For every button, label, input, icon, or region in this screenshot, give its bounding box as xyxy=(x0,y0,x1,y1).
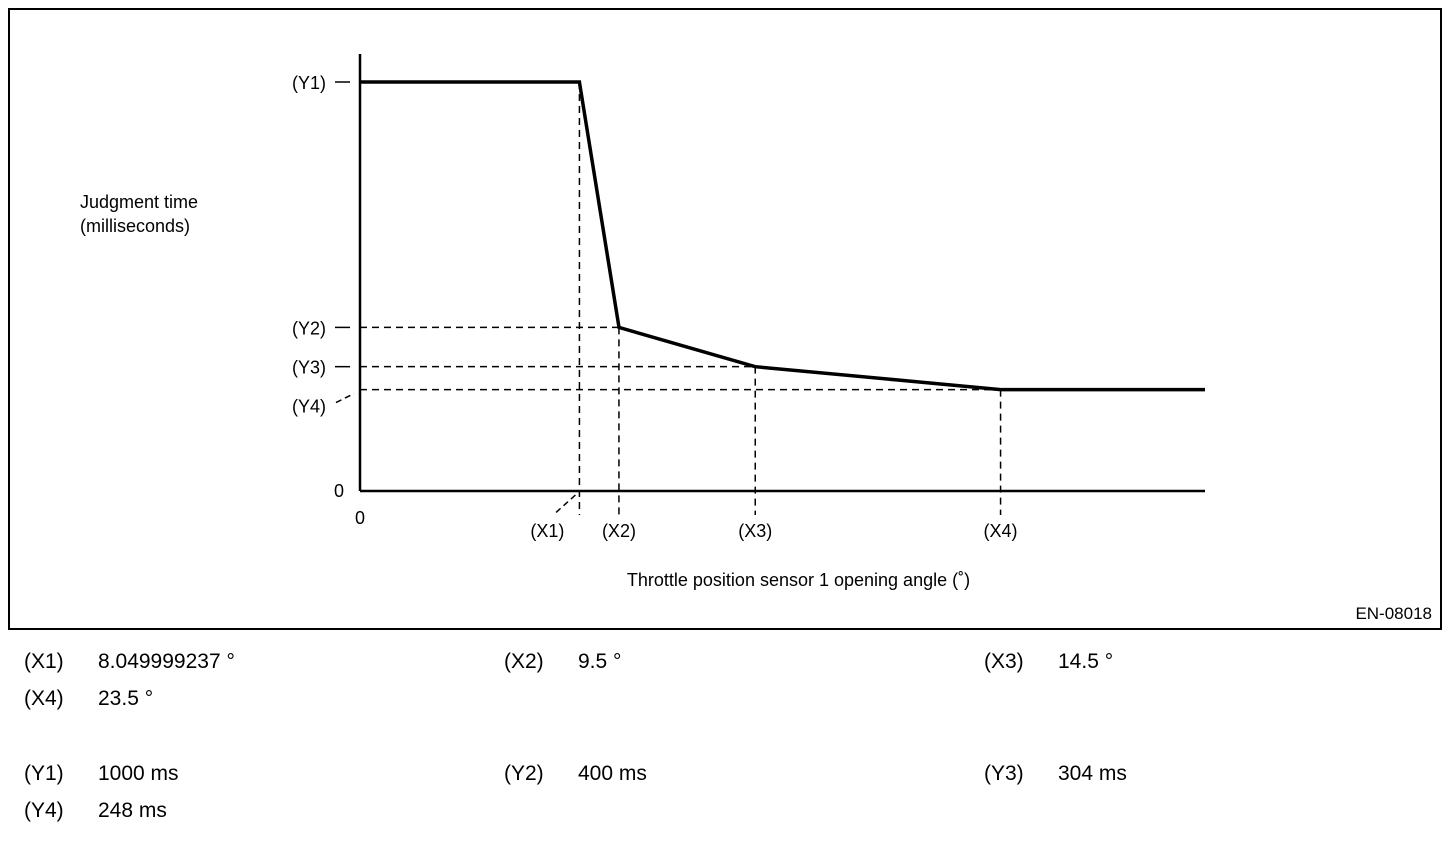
legend-key: (X4) xyxy=(24,687,64,710)
legend-item: (Y3) 304 ms xyxy=(984,762,1127,786)
legend-value: 23.5 ° xyxy=(98,687,154,710)
legend-item: (Y4) 248 ms xyxy=(24,799,167,823)
x-axis-label: Throttle position sensor 1 opening angle… xyxy=(627,570,970,590)
x-origin-label: 0 xyxy=(355,508,365,528)
y-tick-label: (Y3) xyxy=(292,358,326,378)
y-axis-label: Judgment time (milliseconds) xyxy=(80,192,198,236)
legend-item: (Y1) 1000 ms xyxy=(24,762,179,786)
x-tick-label: (X1) xyxy=(530,521,564,541)
x-tick-label: (X2) xyxy=(602,521,636,541)
x-tick-label: (X3) xyxy=(738,521,772,541)
legend-item: (X3) 14.5 ° xyxy=(984,650,1113,674)
y-tick-label: (Y1) xyxy=(292,73,326,93)
legend-key: (X3) xyxy=(984,650,1024,673)
figure-id: EN-08018 xyxy=(1355,604,1432,623)
legend-item: (X2) 9.5 ° xyxy=(504,650,621,674)
x-tick-leader xyxy=(554,494,576,514)
y-tick-label: (Y2) xyxy=(292,318,326,338)
chart-plot: Judgment time (milliseconds) Throttle posi… xyxy=(80,54,1205,590)
legend-item: (X1) 8.049999237 ° xyxy=(24,650,235,674)
legend-value: 1000 ms xyxy=(98,762,179,785)
legend-value: 400 ms xyxy=(578,762,647,785)
legend-key: (Y3) xyxy=(984,762,1024,785)
legend-item: (Y2) 400 ms xyxy=(504,762,647,786)
legend-key: (Y4) xyxy=(24,799,64,822)
series-line xyxy=(360,80,1205,392)
legend-value: 248 ms xyxy=(98,799,167,822)
legend-item: (X4) 23.5 ° xyxy=(24,687,153,711)
y-origin-label: 0 xyxy=(334,481,344,501)
legend-value: 8.049999237 ° xyxy=(98,650,235,673)
chart-figure: Judgment time (milliseconds) Throttle posi… xyxy=(8,8,1442,630)
y-axis-label-line: Judgment time xyxy=(80,192,198,212)
y-axis-label-line: (milliseconds) xyxy=(80,216,190,236)
legend-key: (Y1) xyxy=(24,762,64,785)
legend-value: 14.5 ° xyxy=(1058,650,1114,673)
legend-key: (X2) xyxy=(504,650,544,673)
legend-key: (Y2) xyxy=(504,762,544,785)
legend-value: 304 ms xyxy=(1058,762,1127,785)
legend-value: 9.5 ° xyxy=(578,650,622,673)
legend-key: (X1) xyxy=(24,650,64,673)
y-tick-label: (Y4) xyxy=(292,397,326,417)
x-tick-label: (X4) xyxy=(984,521,1018,541)
y-tick-leader xyxy=(335,392,355,404)
